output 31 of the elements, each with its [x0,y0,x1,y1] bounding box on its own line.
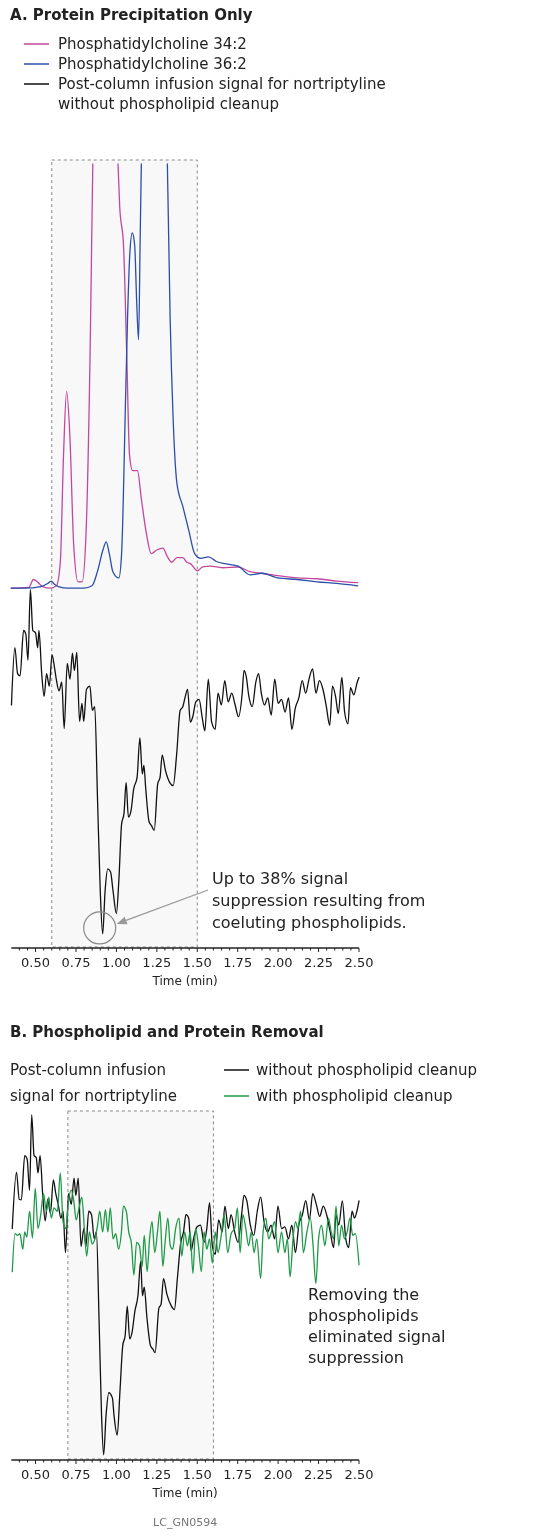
legend-label: Post-column infusion signal for nortriptyline without phospholipid cleanup [58,75,386,113]
chart-title: B. Phospholipid and Protein Removal [10,1023,324,1041]
annotation: Up to 38% signal suppression resulting from coeluting phospholipids. [212,869,426,932]
legend-label: Phosphatidylcholine 34:2 [58,35,247,53]
text: LC_GN0594 [153,1516,218,1529]
legend-label: without phospholipid cleanup [256,1061,478,1079]
x-tick-label: 1.75 [223,955,253,970]
chart-title: A. Protein Precipitation Only [10,6,253,24]
x-tick-label: 2.00 [263,1467,293,1482]
x-tick-label: 1.00 [101,1467,131,1482]
x-axis-title: Time (min) [151,1486,218,1500]
x-axis-title: Time (min) [151,974,218,988]
x-tick-label: 1.25 [142,955,172,970]
legend-title: Post-column infusion signal for nortriptyline [10,1061,177,1105]
x-tick-label: 0.50 [21,1467,51,1482]
x-tick-label: 0.75 [61,1467,91,1482]
x-tick-label: 2.00 [263,955,293,970]
annotation: Removing the phospholipids eliminated signal suppression [308,1285,446,1367]
x-tick-label: 2.50 [344,1467,374,1482]
x-tick-label: 1.75 [223,1467,253,1482]
x-tick-label: 1.50 [182,955,212,970]
x-tick-label: 1.00 [101,955,131,970]
x-tick-label: 0.50 [21,955,51,970]
x-tick-label: 2.25 [304,1467,334,1482]
x-tick-label: 2.25 [304,955,334,970]
legend-label: with phospholipid cleanup [256,1087,453,1105]
legend-label: Phosphatidylcholine 36:2 [58,55,247,73]
x-tick-label: 1.50 [182,1467,212,1482]
x-tick-label: 0.75 [61,955,91,970]
x-tick-label: 1.25 [142,1467,172,1482]
x-tick-label: 2.50 [344,955,374,970]
